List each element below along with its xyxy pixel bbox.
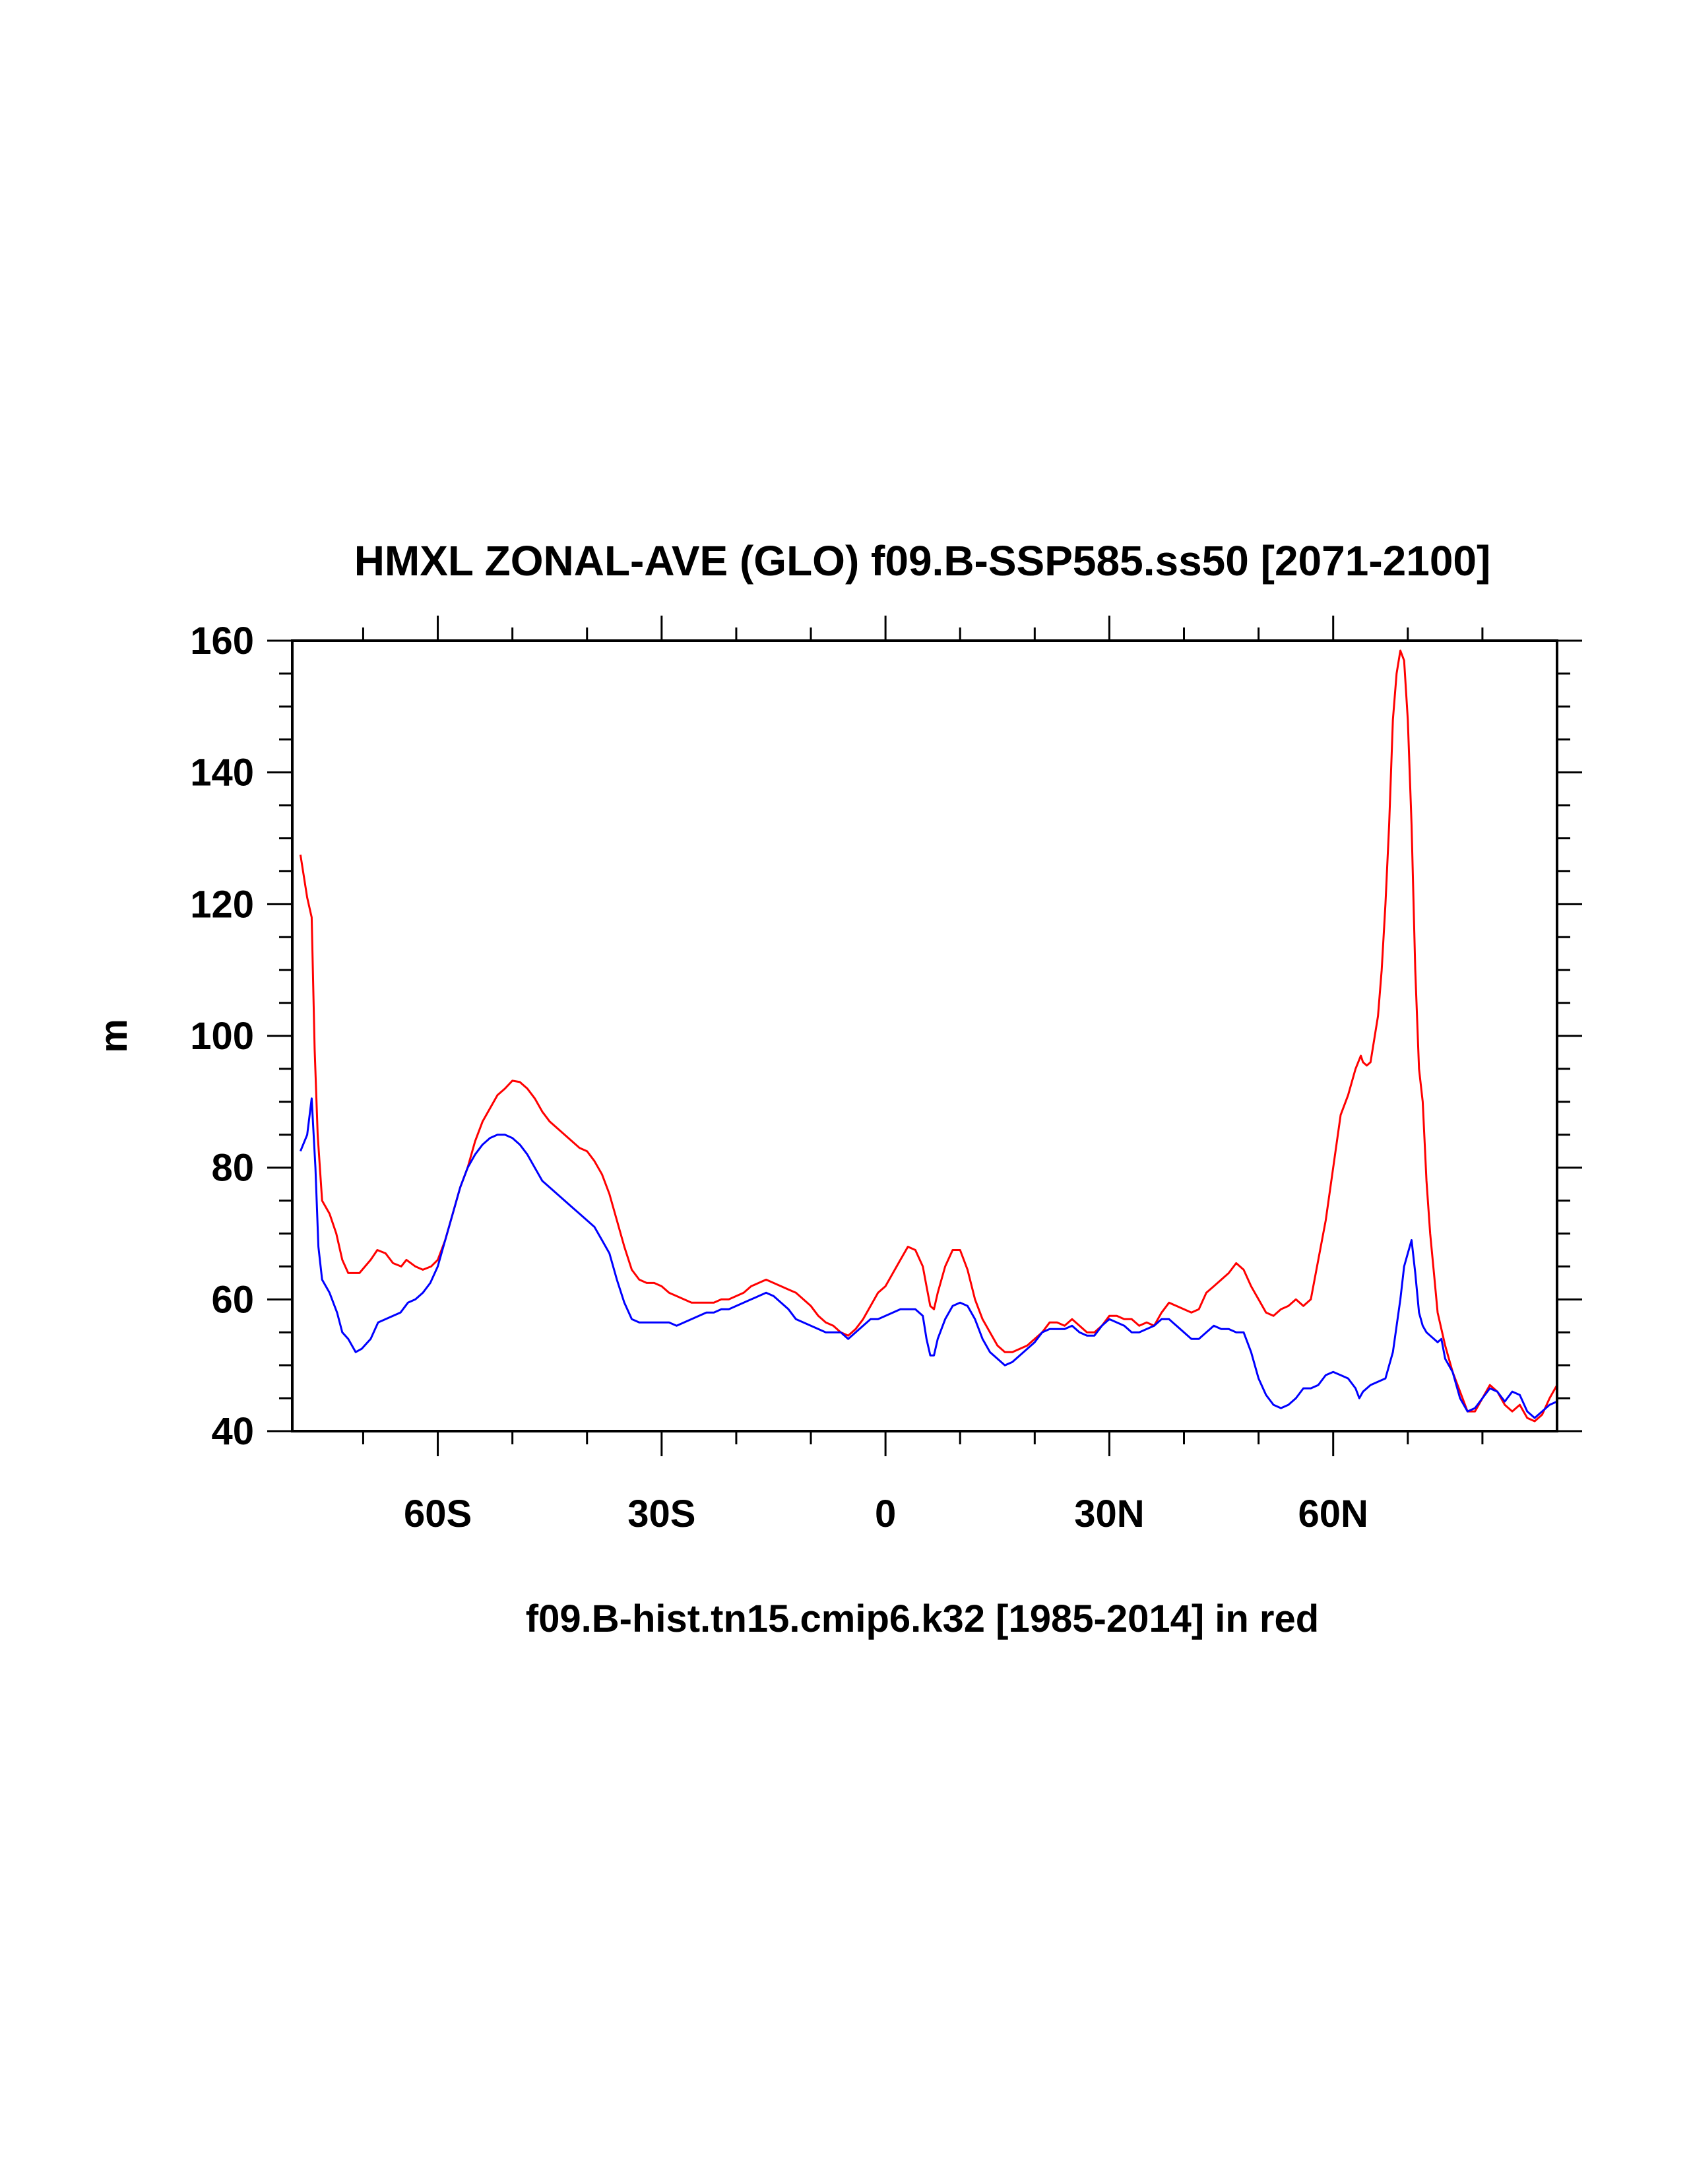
x-tick-label: 60N [1298, 1493, 1368, 1535]
y-tick-label: 160 [190, 620, 254, 662]
y-tick-label: 40 [211, 1410, 254, 1453]
y-tick-label: 80 [211, 1147, 254, 1190]
y-tick-label: 120 [190, 883, 254, 926]
y-tick-label: 140 [190, 752, 254, 794]
plot-frame [291, 639, 1558, 1432]
chart-title: HMXL ZONAL-AVE (GLO) f09.B-SSP585.ss50 [… [354, 537, 1491, 585]
series-line-0 [299, 649, 1557, 1423]
y-axis: 40 60 80 100 120 140 160 [190, 620, 1582, 1453]
x-axis-label: f09.B-hist.tn15.cmip6.k32 [1985-2014] in… [526, 1597, 1319, 1640]
series-line-1 [300, 1097, 1557, 1419]
x-tick-label: 30N [1074, 1493, 1144, 1535]
x-tick-label: 60S [404, 1493, 472, 1535]
y-tick-label: 60 [211, 1278, 254, 1321]
plot-lines [299, 649, 1557, 1423]
y-axis-label: m [92, 1019, 135, 1053]
x-axis: 60S 30S 0 30N 60N [362, 616, 1484, 1535]
y-tick-label: 100 [190, 1015, 254, 1058]
x-tick-label: 30S [627, 1493, 695, 1535]
x-tick-label: 0 [875, 1493, 896, 1535]
